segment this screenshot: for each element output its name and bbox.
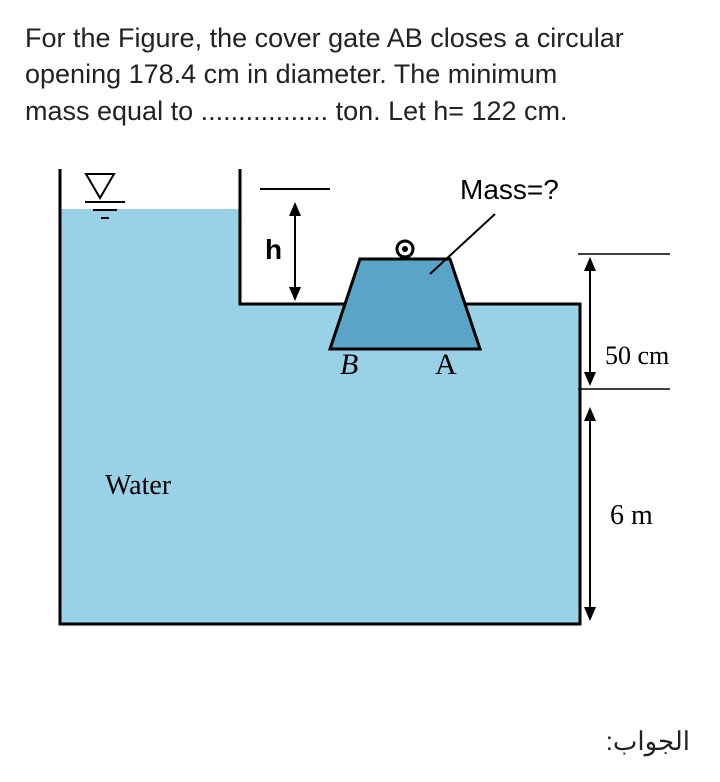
mass-block [330,259,480,349]
label-6m: 6 m [610,500,653,531]
answer-label: الجواب: [606,726,690,757]
water-fill [62,209,579,623]
hook-dot [402,246,408,252]
label-water: Water [105,470,172,501]
mass-leader [430,214,495,274]
problem-statement: For the Figure, the cover gate AB closes… [25,20,695,129]
label-50cm: 50 cm [605,341,669,370]
label-h: h [265,234,282,265]
line3-dots: ................. [201,96,329,126]
label-mass: Mass=? [460,174,559,205]
free-surface-icon [86,174,114,198]
line3-prefix: mass equal to [25,96,201,126]
line1: For the Figure, the cover gate AB closes… [25,23,624,53]
line2: opening 178.4 cm in diameter. The minimu… [25,59,557,89]
diagram-svg: Mass=? h B A 50 cm 6 m Water [25,154,675,644]
label-A: A [435,348,457,381]
label-B: B [340,348,358,381]
diagram-container: Mass=? h B A 50 cm 6 m Water [25,154,675,624]
line3-suffix: ton. Let h= 122 cm. [328,96,567,126]
